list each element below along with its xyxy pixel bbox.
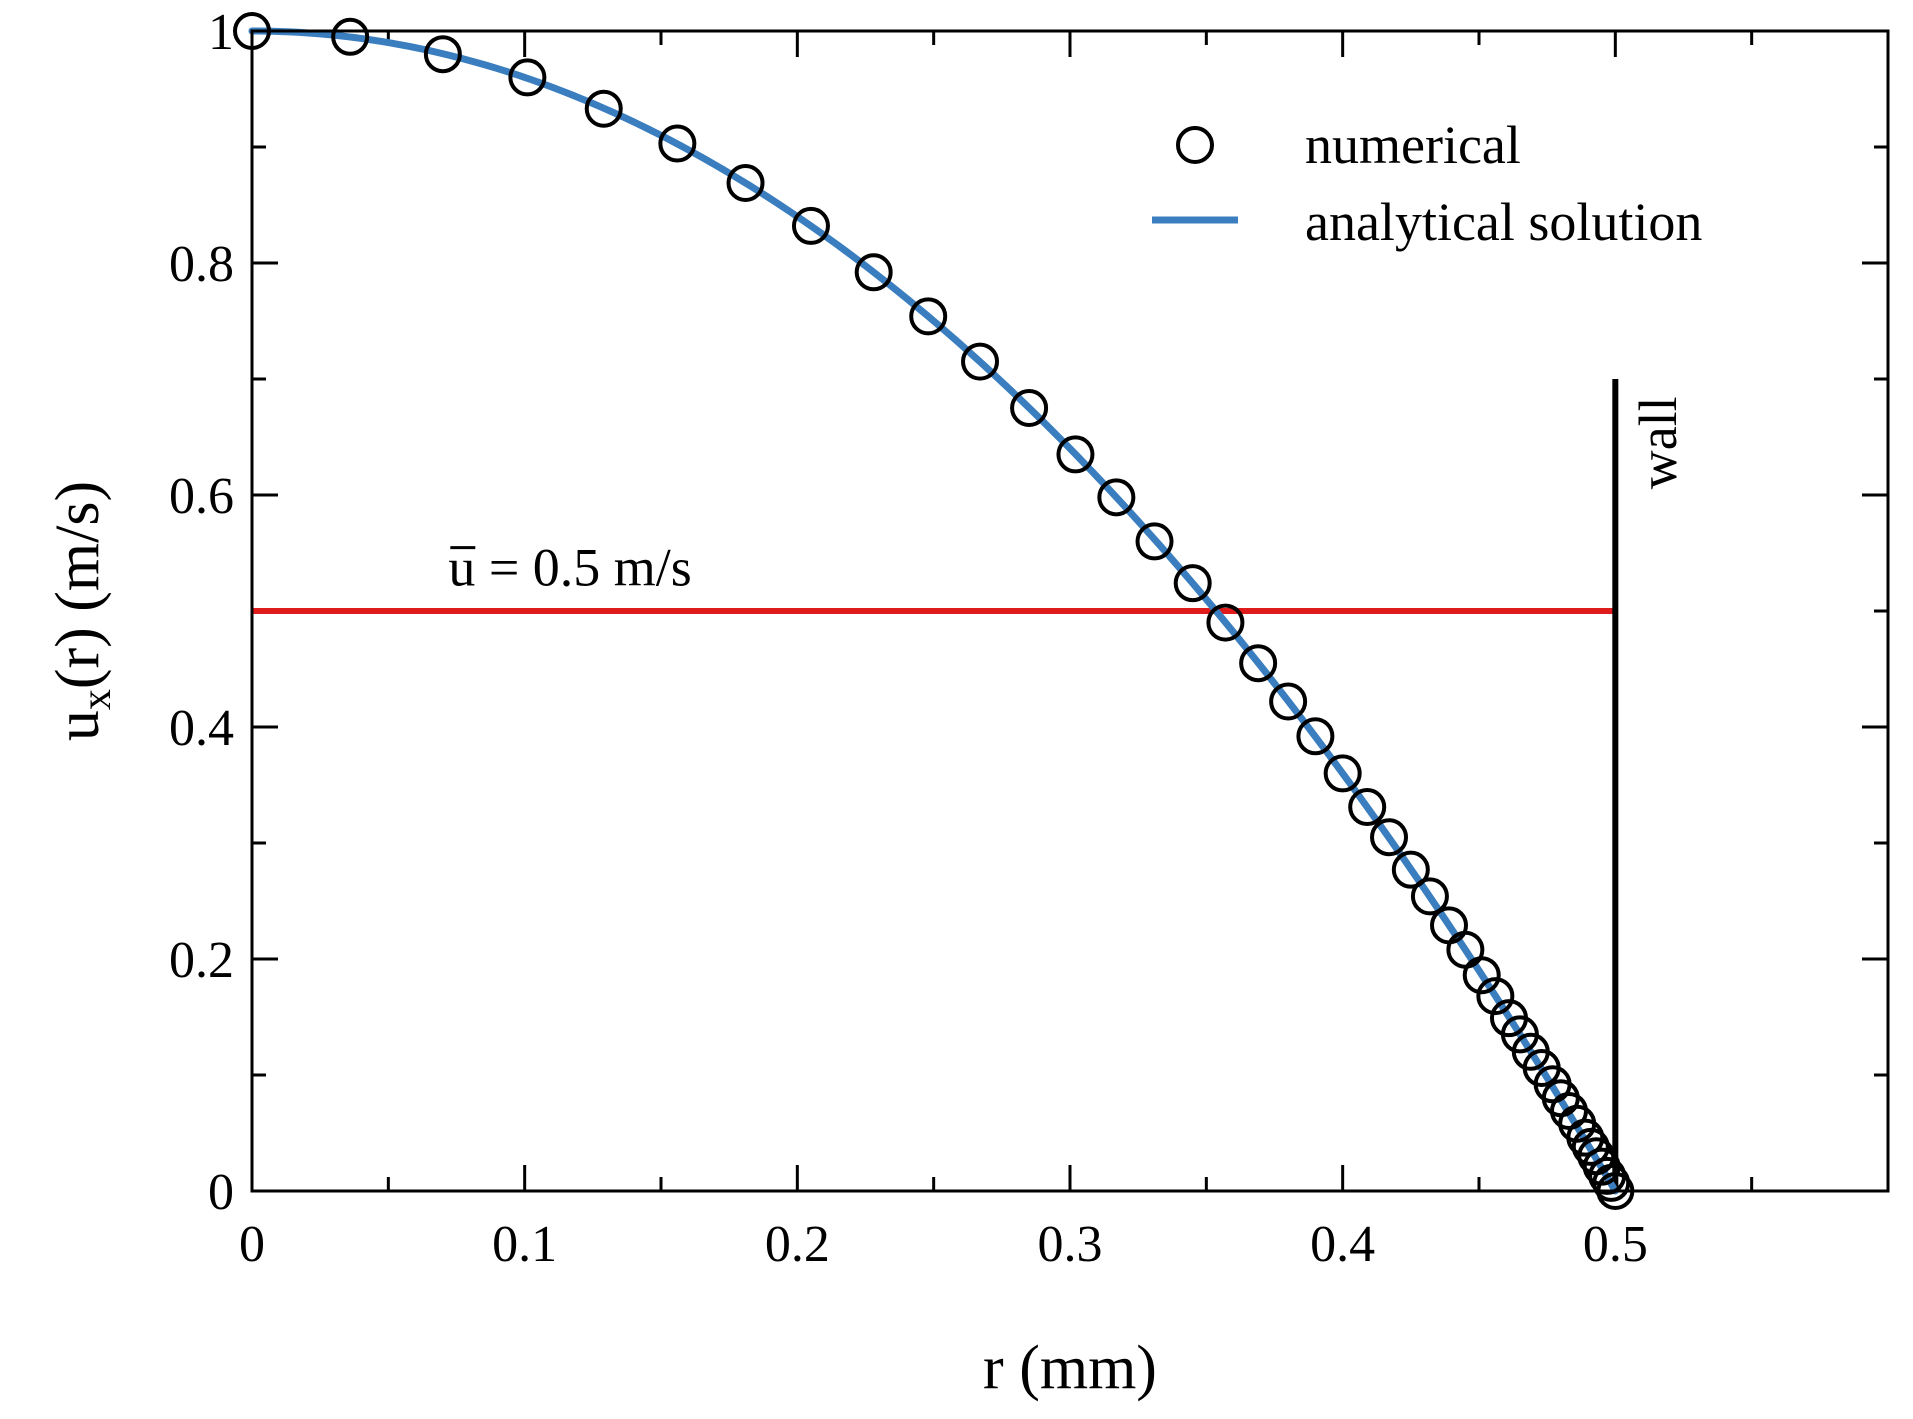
legend-label-analytical: analytical solution	[1305, 192, 1702, 252]
numerical-point	[1476, 977, 1515, 1016]
numerical-point	[508, 58, 547, 97]
x-tick-label: 0	[239, 1216, 265, 1273]
numerical-point	[1296, 717, 1335, 756]
data-series	[233, 12, 1635, 1210]
x-tick-label: 0.3	[1038, 1216, 1103, 1273]
numerical-point	[1269, 682, 1308, 721]
x-tick-label: 0.2	[765, 1216, 830, 1273]
tick-labels: 0 0.1 0.2 0.3 0.4 0.5 0 0.2 0.4 0.6 0.8 1	[169, 4, 1648, 1273]
y-axis-title-base: u	[44, 710, 112, 741]
y-tick-label: 1	[208, 4, 234, 61]
numerical-point	[1410, 877, 1449, 916]
plot-frame	[250, 29, 1890, 1193]
numerical-point	[1462, 956, 1501, 995]
wall-label: wall	[1628, 396, 1688, 489]
y-tick-label: 0.2	[169, 932, 234, 989]
x-tick-label: 0.5	[1583, 1216, 1648, 1273]
annotation-lines	[252, 379, 1619, 1191]
x-tick-label: 0.4	[1310, 1216, 1375, 1273]
numerical-point	[1348, 788, 1387, 827]
numerical-point	[1135, 522, 1174, 561]
legend-marker-numerical	[1176, 126, 1214, 164]
legend-label-numerical: numerical	[1305, 115, 1521, 175]
numerical-point	[1239, 644, 1278, 683]
mean-velocity-label: u = 0.5 m/s	[448, 538, 691, 598]
numerical-point	[1206, 603, 1245, 642]
numerical-point	[854, 253, 893, 292]
numerical-point	[1370, 818, 1409, 857]
numerical-point	[726, 163, 765, 202]
numerical-point	[1173, 564, 1212, 603]
mean-velocity-value: = 0.5 m/s	[475, 538, 691, 598]
y-axis-title-rest: (r) (m/s)	[44, 481, 112, 689]
numerical-point	[1097, 478, 1136, 517]
numerical-point	[584, 89, 623, 128]
y-axis-title: ux(r) (m/s)	[44, 481, 120, 741]
numerical-point	[791, 206, 830, 245]
numerical-point	[1391, 850, 1430, 889]
y-tick-label: 0.8	[169, 236, 234, 293]
numerical-point	[961, 342, 1000, 381]
analytical-solution-line	[248, 27, 1619, 1195]
numerical-point	[658, 124, 697, 163]
numerical-point	[331, 17, 370, 56]
y-axis-title-subscript: x	[74, 689, 120, 710]
numerical-point	[423, 35, 462, 74]
numerical-point	[1566, 1118, 1605, 1157]
numerical-point	[1010, 389, 1049, 427]
y-tick-label: 0.4	[169, 700, 234, 757]
x-tick-label: 0.1	[492, 1216, 557, 1273]
y-tick-label: 0.6	[169, 468, 234, 525]
legend: numerical analytical solution	[1152, 115, 1702, 252]
y-tick-label: 0	[208, 1164, 234, 1221]
numerical-point	[909, 297, 948, 336]
numerical-point	[1056, 435, 1095, 474]
x-axis-title: r (mm)	[983, 1334, 1157, 1402]
numerical-point	[1571, 1127, 1610, 1166]
numerical-point	[1323, 754, 1362, 793]
